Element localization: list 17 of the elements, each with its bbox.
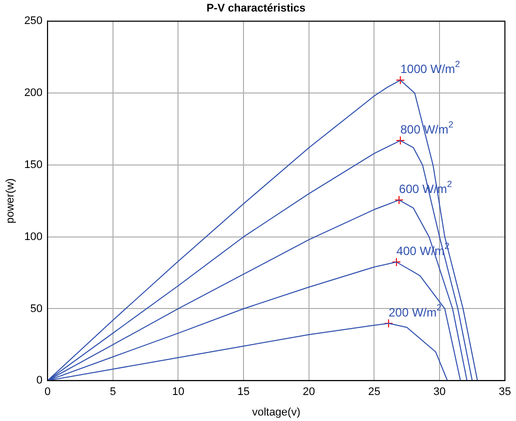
x-tick-label: 35 (498, 386, 512, 398)
y-tick-label: 200 (24, 87, 43, 100)
x-tick-label: 25 (368, 386, 380, 398)
x-axis-title: voltage(v) (252, 406, 300, 418)
x-tick-label: 0 (44, 386, 51, 398)
x-tick-label: 30 (433, 386, 446, 398)
x-tick-label: 20 (302, 386, 316, 398)
y-tick-label: 150 (24, 158, 43, 171)
y-tick-label: 100 (24, 230, 43, 243)
y-tick-label: 0 (36, 374, 43, 387)
chart-title: P-V charactéristics (206, 2, 306, 15)
x-tick-label: 15 (237, 386, 250, 398)
x-tick-label: 10 (172, 386, 184, 398)
y-tick-label: 250 (24, 15, 43, 28)
y-axis-title: power(w) (4, 178, 17, 224)
x-tick-label: 5 (110, 386, 116, 398)
y-tick-label: 50 (30, 302, 43, 315)
